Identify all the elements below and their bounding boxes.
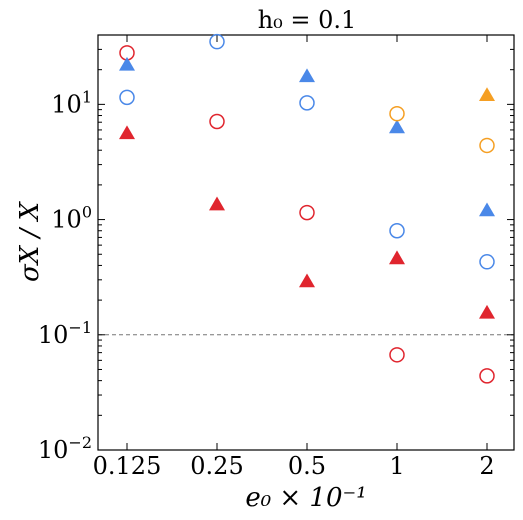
x-tick-label: 0.25 — [190, 452, 243, 480]
data-point-triangle — [479, 87, 495, 102]
data-point-triangle — [299, 68, 315, 83]
chart-title: h₀ = 0.1 — [258, 6, 357, 34]
x-axis: 0.125 0.25 0.5 1 2 — [93, 35, 495, 480]
data-point-circle — [209, 33, 225, 50]
data-point-triangle — [209, 196, 225, 211]
data-point-circle — [299, 95, 315, 111]
data-points — [119, 33, 495, 384]
data-point-triangle — [479, 304, 495, 319]
y-axis-label: σX / X — [15, 200, 45, 282]
x-tick-label: 1 — [389, 452, 404, 480]
data-point-circle — [209, 113, 225, 130]
data-point-triangle — [119, 56, 135, 71]
plot-frame — [97, 34, 515, 451]
data-point-triangle — [299, 273, 315, 288]
data-point-triangle — [389, 119, 405, 134]
data-point-circle — [389, 105, 405, 122]
x-tick-label: 2 — [479, 452, 494, 480]
y-tick-label: 100 — [51, 203, 92, 234]
y-tick-label: 101 — [51, 87, 92, 118]
y-tick-label: 10−2 — [38, 433, 92, 464]
y-axis: 10−2 10−1 100 101 — [38, 34, 514, 464]
x-tick-label: 0.5 — [288, 452, 326, 480]
x-axis-label: e₀ × 10⁻¹ — [245, 483, 366, 513]
data-point-circle — [119, 89, 135, 106]
data-point-circle — [389, 222, 405, 239]
data-point-circle — [479, 254, 495, 270]
y-tick-label: 10−1 — [38, 318, 92, 349]
x-tick-label: 0.125 — [93, 452, 162, 480]
data-point-circle — [299, 204, 315, 221]
data-point-circle — [479, 137, 495, 154]
data-point-triangle — [119, 125, 135, 140]
data-point-triangle — [479, 202, 495, 217]
data-point-circle — [389, 347, 405, 363]
data-point-triangle — [389, 250, 405, 265]
data-point-circle — [479, 368, 495, 384]
